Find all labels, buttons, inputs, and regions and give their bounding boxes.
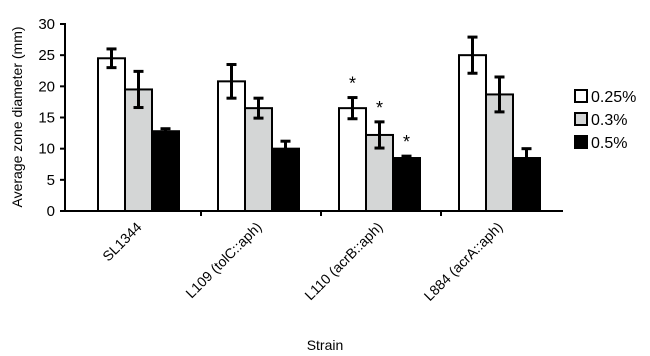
bar	[338, 107, 367, 212]
x-category-label: L109 (tolC::aph)	[182, 219, 264, 301]
x-category-label: SL1344	[99, 219, 145, 265]
bar	[392, 157, 421, 212]
significance-star: *	[376, 98, 383, 118]
y-tick-label: 5	[47, 172, 55, 189]
x-category-label: L884 (acrA::aph)	[421, 219, 506, 304]
significance-star: *	[403, 132, 410, 152]
bars	[97, 54, 541, 213]
y-ticks: 0 5 10 15 20 25 30	[38, 16, 65, 220]
significance-star: *	[349, 74, 356, 94]
y-tick-label: 10	[38, 141, 55, 158]
y-tick-label: 20	[38, 78, 55, 95]
legend-label: 0.25%	[591, 89, 636, 106]
x-axis-label: Strain	[307, 337, 344, 353]
legend-label: 0.3%	[591, 112, 627, 129]
bar	[217, 80, 246, 212]
y-axis-label: Average zone diameter (mm)	[9, 26, 25, 207]
y-tick-label: 15	[38, 110, 55, 127]
bar	[151, 130, 180, 212]
bar	[271, 147, 300, 213]
y-tick-label: 0	[47, 203, 55, 220]
x-category-label: L110 (acrB::aph)	[301, 219, 385, 303]
bar	[485, 93, 514, 212]
bar	[458, 54, 487, 212]
legend-swatch	[574, 112, 588, 126]
bar	[244, 107, 273, 212]
x-category-labels: SL1344 L109 (tolC::aph) L110 (acrB::aph) L8…	[99, 219, 505, 304]
significance-markers: * * *	[349, 74, 410, 153]
bar	[97, 57, 126, 212]
legend-swatch	[574, 135, 588, 149]
y-tick-label: 25	[38, 47, 55, 64]
error-bars	[106, 35, 532, 169]
legend-label: 0.5%	[591, 135, 627, 152]
y-tick-label: 30	[38, 16, 55, 33]
legend-swatch	[574, 89, 588, 103]
legend: 0.25% 0.3% 0.5%	[574, 89, 636, 152]
